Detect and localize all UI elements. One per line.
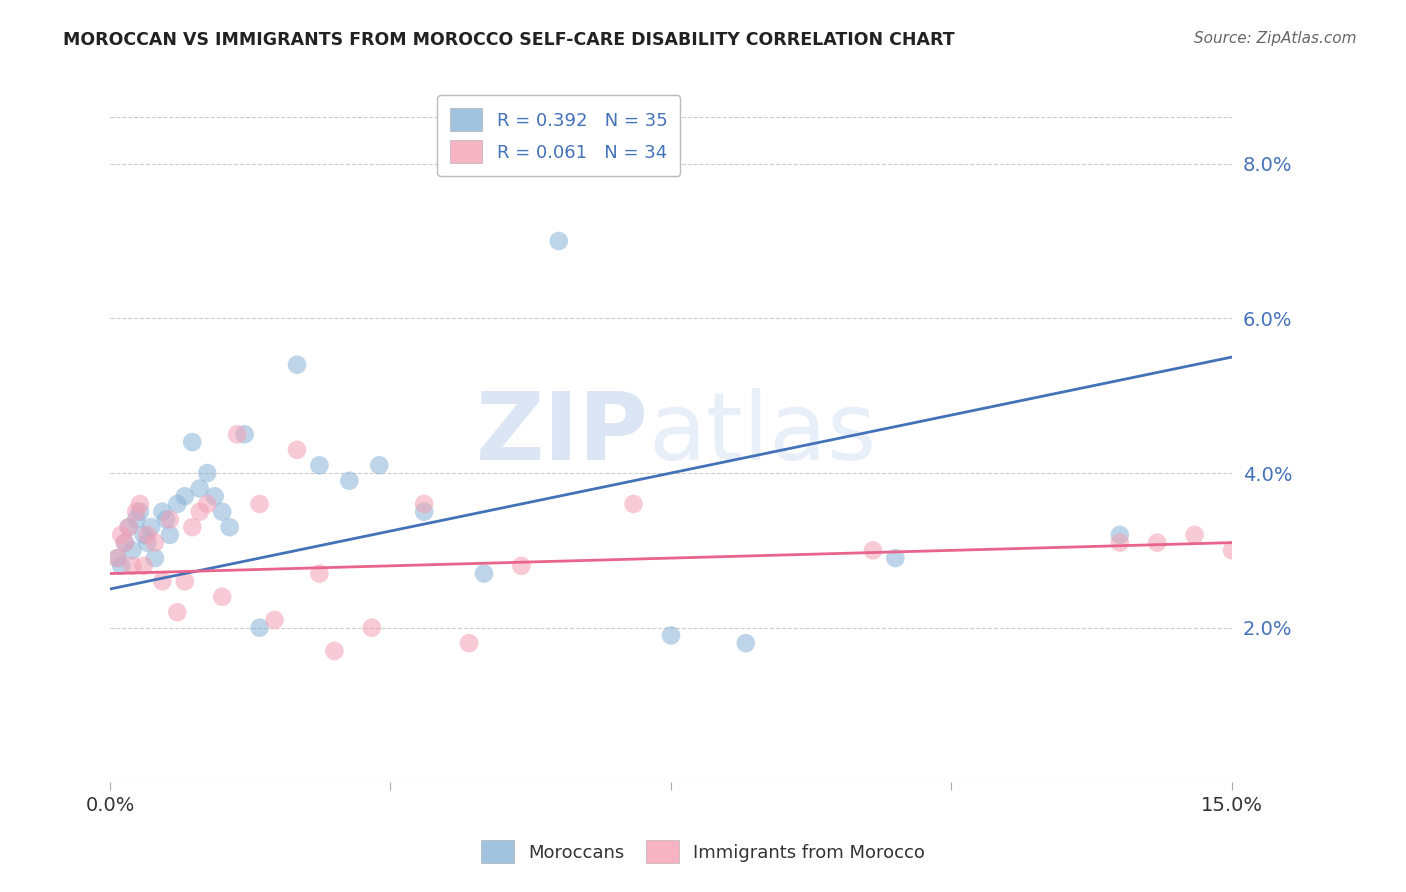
Point	[226, 427, 249, 442]
Point	[150, 505, 173, 519]
Point	[249, 621, 271, 635]
Point	[110, 528, 132, 542]
Point	[143, 535, 166, 549]
Point	[181, 435, 204, 450]
Point	[308, 566, 330, 581]
Point	[173, 574, 195, 589]
Point	[1220, 543, 1243, 558]
Point	[159, 528, 181, 542]
Point	[107, 551, 129, 566]
Point	[188, 505, 211, 519]
Point	[188, 482, 211, 496]
Point	[118, 520, 141, 534]
Point	[132, 528, 155, 542]
Point	[249, 497, 271, 511]
Point	[173, 489, 195, 503]
Point	[143, 551, 166, 566]
Point	[659, 628, 682, 642]
Point	[125, 512, 148, 526]
Point	[118, 520, 141, 534]
Point	[1108, 535, 1130, 549]
Text: atlas: atlas	[648, 388, 877, 481]
Text: ZIP: ZIP	[475, 388, 648, 481]
Point	[159, 512, 181, 526]
Point	[129, 505, 152, 519]
Point	[547, 234, 569, 248]
Point	[360, 621, 382, 635]
Point	[139, 520, 162, 534]
Point	[195, 497, 218, 511]
Point	[121, 558, 143, 573]
Point	[181, 520, 204, 534]
Point	[285, 358, 308, 372]
Point	[323, 644, 346, 658]
Point	[211, 590, 233, 604]
Point	[204, 489, 226, 503]
Point	[132, 558, 155, 573]
Point	[368, 458, 391, 473]
Point	[218, 520, 240, 534]
Point	[110, 558, 132, 573]
Point	[166, 497, 188, 511]
Point	[472, 566, 495, 581]
Point	[308, 458, 330, 473]
Point	[623, 497, 645, 511]
Point	[155, 512, 177, 526]
Point	[413, 505, 436, 519]
Point	[195, 466, 218, 480]
Point	[1146, 535, 1168, 549]
Point	[136, 535, 159, 549]
Point	[129, 497, 152, 511]
Point	[121, 543, 143, 558]
Text: MOROCCAN VS IMMIGRANTS FROM MOROCCO SELF-CARE DISABILITY CORRELATION CHART: MOROCCAN VS IMMIGRANTS FROM MOROCCO SELF…	[63, 31, 955, 49]
Point	[734, 636, 756, 650]
Point	[136, 528, 159, 542]
Point	[114, 535, 136, 549]
Point	[150, 574, 173, 589]
Point	[337, 474, 360, 488]
Point	[1184, 528, 1206, 542]
Point	[211, 505, 233, 519]
Point	[458, 636, 481, 650]
Point	[233, 427, 256, 442]
Point	[166, 605, 188, 619]
Point	[285, 442, 308, 457]
Legend: R = 0.392   N = 35, R = 0.061   N = 34: R = 0.392 N = 35, R = 0.061 N = 34	[437, 95, 681, 176]
Legend: Moroccans, Immigrants from Morocco: Moroccans, Immigrants from Morocco	[471, 830, 935, 874]
Text: Source: ZipAtlas.com: Source: ZipAtlas.com	[1194, 31, 1357, 46]
Point	[1108, 528, 1130, 542]
Point	[107, 551, 129, 566]
Point	[510, 558, 533, 573]
Point	[114, 535, 136, 549]
Point	[884, 551, 907, 566]
Point	[263, 613, 285, 627]
Point	[413, 497, 436, 511]
Point	[862, 543, 884, 558]
Point	[125, 505, 148, 519]
